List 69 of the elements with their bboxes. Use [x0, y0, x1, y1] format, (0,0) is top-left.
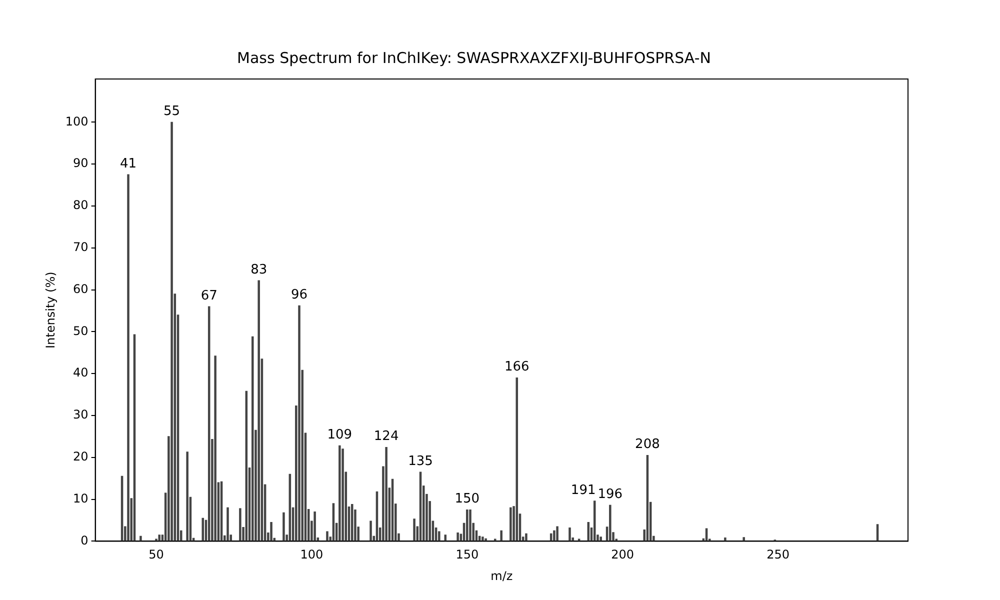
- bar: [553, 530, 556, 542]
- x-axis-title: m/z: [490, 568, 513, 583]
- annotation: 196: [598, 487, 623, 502]
- annotation: 83: [250, 262, 268, 278]
- y-tick-label: 30: [73, 408, 88, 422]
- x-tick-label: 200: [611, 548, 634, 562]
- bar: [226, 507, 229, 542]
- bar: [556, 526, 558, 542]
- bar: [270, 522, 272, 542]
- x-tick-label: 50: [148, 548, 164, 562]
- bar: [385, 447, 388, 542]
- y-axis-title: Intensity (%): [43, 272, 58, 349]
- bar: [482, 536, 484, 542]
- x-tick-label: 150: [456, 548, 479, 562]
- bar: [127, 174, 130, 542]
- x-tick-label: 250: [766, 548, 790, 562]
- y-tick-label: 50: [73, 324, 88, 338]
- annotation: 67: [200, 288, 218, 304]
- bar: [338, 445, 341, 542]
- bar: [600, 536, 602, 542]
- bar: [258, 280, 260, 542]
- bar: [609, 504, 612, 542]
- annotation: 96: [290, 288, 308, 303]
- bar: [214, 356, 216, 542]
- bar: [326, 531, 328, 542]
- bar: [370, 520, 372, 542]
- bar: [456, 532, 459, 542]
- bar: [170, 122, 173, 542]
- annotation: 41: [120, 156, 137, 172]
- annotation: 55: [164, 104, 180, 120]
- annotation: 124: [374, 429, 399, 444]
- bar: [342, 448, 344, 542]
- y-tick-label: 100: [65, 114, 88, 128]
- y-tick-label: 90: [73, 156, 88, 170]
- y-tick-label: 0: [80, 533, 88, 548]
- bar: [298, 305, 300, 542]
- bar: [466, 509, 468, 542]
- annotation: 150: [454, 492, 480, 507]
- bar: [413, 518, 416, 542]
- annotation: 135: [408, 454, 433, 469]
- annotation: 109: [327, 428, 352, 443]
- bar: [568, 527, 571, 542]
- bar: [469, 509, 472, 542]
- bar: [500, 530, 502, 542]
- bar: [444, 534, 447, 542]
- bar: [724, 538, 726, 542]
- bar: [510, 507, 512, 542]
- y-tick-label: 70: [73, 240, 88, 254]
- x-tick-label: 100: [300, 548, 324, 562]
- bar: [314, 512, 316, 542]
- bar: [742, 537, 745, 542]
- chart-title: Mass Spectrum for InChIKey: SWASPRXAXZFXIJ-BUHFOSPRSA-N: [237, 48, 711, 67]
- bar: [525, 533, 528, 542]
- bar: [282, 512, 285, 542]
- annotation: 166: [504, 360, 530, 375]
- bar: [158, 534, 160, 542]
- y-tick-label: 80: [73, 198, 88, 212]
- y-tick-label: 10: [73, 491, 88, 506]
- bar: [438, 531, 440, 542]
- bar: [202, 518, 204, 542]
- bar: [251, 336, 254, 542]
- y-tick-label: 60: [73, 282, 88, 296]
- annotation: 208: [635, 437, 660, 452]
- y-tick-label: 40: [73, 366, 88, 380]
- annotation: 191: [570, 482, 596, 498]
- bar: [239, 508, 242, 542]
- bar: [186, 452, 188, 542]
- bar: [140, 536, 142, 542]
- y-tick-label: 20: [73, 450, 88, 464]
